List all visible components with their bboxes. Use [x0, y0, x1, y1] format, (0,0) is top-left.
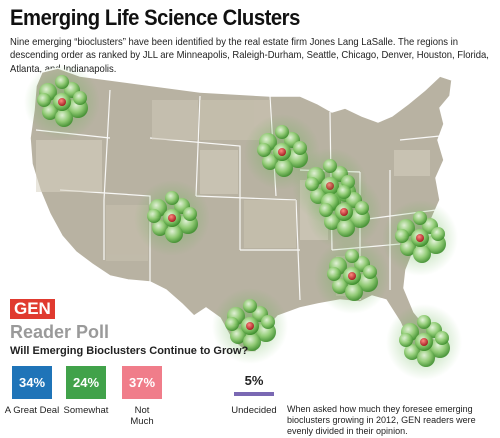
poll-label-somewhat: Somewhat [63, 405, 109, 416]
poll-question: Will Emerging Bioclusters Continue to Gr… [10, 345, 249, 357]
cluster-houston [212, 288, 288, 364]
poll-label-great-deal: A Great Deal [4, 405, 60, 416]
cluster-indianapolis [306, 174, 382, 250]
poll-note: When asked how much they foresee emergin… [287, 404, 476, 436]
poll-value-not-much: 37% [122, 366, 162, 399]
cluster-atlanta [314, 238, 390, 314]
cluster-seattle [24, 64, 100, 140]
cluster-raleigh-durham [382, 200, 458, 276]
page-title: Emerging Life Science Clusters [10, 5, 300, 30]
undecided-bar [234, 392, 274, 396]
cluster-florida [386, 304, 462, 380]
us-map [24, 64, 462, 380]
poll-label-undecided: Undecided [231, 405, 277, 416]
poll-value-undecided: 5% [244, 373, 264, 388]
cluster-denver [134, 180, 210, 256]
poll-value-great-deal: 34% [12, 366, 52, 399]
gen-logo: GEN [10, 299, 55, 319]
poll-heading: Reader Poll [10, 322, 110, 342]
poll-value-somewhat: 24% [66, 366, 106, 399]
poll-label-not-much: Not Much [130, 405, 154, 427]
